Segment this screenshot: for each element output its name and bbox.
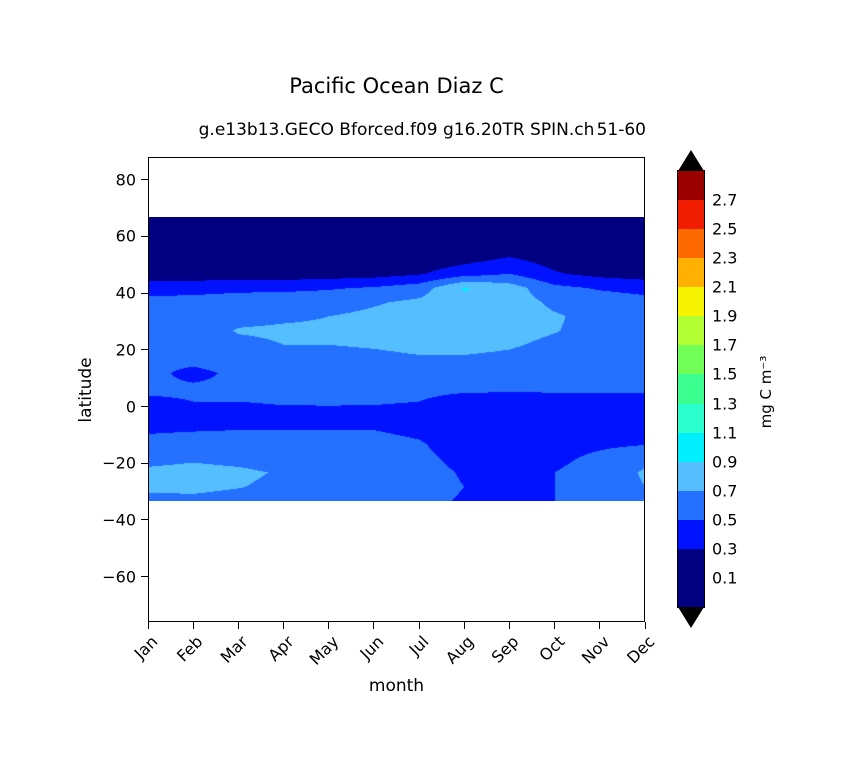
colorbar-tick-label: 2.3 xyxy=(712,248,738,268)
colorbar-segment xyxy=(678,548,704,578)
x-axis-label: month xyxy=(368,676,425,696)
colorbar-segment xyxy=(678,171,704,201)
x-tick-mark xyxy=(554,622,556,629)
x-tick-label: Aug xyxy=(442,632,478,668)
colorbar-segment xyxy=(678,577,704,607)
colorbar-segment xyxy=(678,316,704,346)
figure-subtitle: g.e13b13.GECO Bforced.f09 g16.20TR SPIN.… xyxy=(198,120,595,140)
colorbar-tick-label: 0.5 xyxy=(712,510,738,530)
colorbar-tick-label: 1.9 xyxy=(712,306,738,326)
y-tick-label: 0 xyxy=(125,397,136,416)
x-tick-mark xyxy=(192,622,194,629)
y-tick-mark xyxy=(141,292,148,294)
colorbar-tick-label: 2.7 xyxy=(712,190,738,210)
x-tick-mark xyxy=(418,622,420,629)
x-tick-mark xyxy=(508,622,510,629)
colorbar-segment xyxy=(678,519,704,549)
y-tick-mark xyxy=(141,235,148,237)
colorbar-segment xyxy=(678,345,704,375)
x-tick-label: Oct xyxy=(535,632,569,666)
colorbar xyxy=(677,150,705,628)
colorbar-tick-label: 1.3 xyxy=(712,394,738,414)
x-tick-label: Nov xyxy=(577,632,614,668)
x-tick-label: Sep xyxy=(488,632,523,667)
x-tick-mark xyxy=(644,622,646,629)
colorbar-segment xyxy=(678,461,704,491)
x-tick-mark xyxy=(237,622,239,629)
colorbar-segment xyxy=(678,490,704,520)
x-tick-label: Feb xyxy=(173,632,207,666)
colorbar-tick-label: 0.9 xyxy=(712,452,738,472)
colorbar-tick-label: 1.1 xyxy=(712,423,738,443)
colorbar-segment xyxy=(678,403,704,433)
x-tick-mark xyxy=(283,622,285,629)
colorbar-tick-label: 2.5 xyxy=(712,219,738,239)
colorbar-segment xyxy=(678,432,704,462)
colorbar-tick-label: 0.7 xyxy=(712,481,738,501)
x-tick-label: Jan xyxy=(130,632,162,663)
y-tick-mark xyxy=(141,349,148,351)
colorbar-tick-label: 2.1 xyxy=(712,277,738,297)
colorbar-tick-label: 1.7 xyxy=(712,335,738,355)
x-tick-mark xyxy=(147,622,149,629)
colorbar-tick-label: 1.5 xyxy=(712,364,738,384)
colorbar-segment xyxy=(678,258,704,288)
y-tick-label: 60 xyxy=(115,226,136,246)
page-title: Pacific Ocean Diaz C xyxy=(289,74,504,98)
x-tick-mark xyxy=(328,622,330,629)
y-tick-label: 20 xyxy=(115,340,136,360)
colorbar-segment xyxy=(678,200,704,230)
x-tick-label: Jun xyxy=(356,632,388,664)
y-tick-mark xyxy=(141,179,148,181)
colorbar-tick-label: 0.3 xyxy=(712,539,738,559)
x-tick-label: May xyxy=(305,632,343,669)
y-tick-mark xyxy=(141,576,148,578)
colorbar-segment xyxy=(678,229,704,259)
colorbar-segments xyxy=(677,170,705,608)
colorbar-extend-down-arrow xyxy=(678,607,704,628)
y-tick-label: −40 xyxy=(102,510,136,530)
colorbar-segment xyxy=(678,287,704,317)
x-tick-label: Jul xyxy=(405,632,433,660)
corner-range-label: 51-60 xyxy=(596,120,646,140)
colorbar-tick-label: 0.1 xyxy=(712,568,738,588)
y-tick-label: −60 xyxy=(102,567,136,587)
colorbar-segment xyxy=(678,374,704,404)
y-tick-mark xyxy=(141,519,148,521)
y-tick-mark xyxy=(141,406,148,407)
y-tick-mark xyxy=(141,462,148,464)
y-tick-label: −20 xyxy=(102,453,136,473)
y-tick-label: 40 xyxy=(115,283,136,303)
x-tick-label: Mar xyxy=(217,632,252,667)
colorbar-axis-label: mg C m⁻³ xyxy=(757,355,775,429)
x-tick-mark xyxy=(463,622,465,629)
x-tick-label: Apr xyxy=(263,632,297,666)
y-tick-label: 80 xyxy=(115,170,136,190)
x-tick-label: Dec xyxy=(623,632,659,668)
x-tick-mark xyxy=(599,622,601,629)
contour-plot xyxy=(148,216,645,501)
x-tick-mark xyxy=(373,622,375,629)
colorbar-extend-up-arrow xyxy=(678,150,704,171)
